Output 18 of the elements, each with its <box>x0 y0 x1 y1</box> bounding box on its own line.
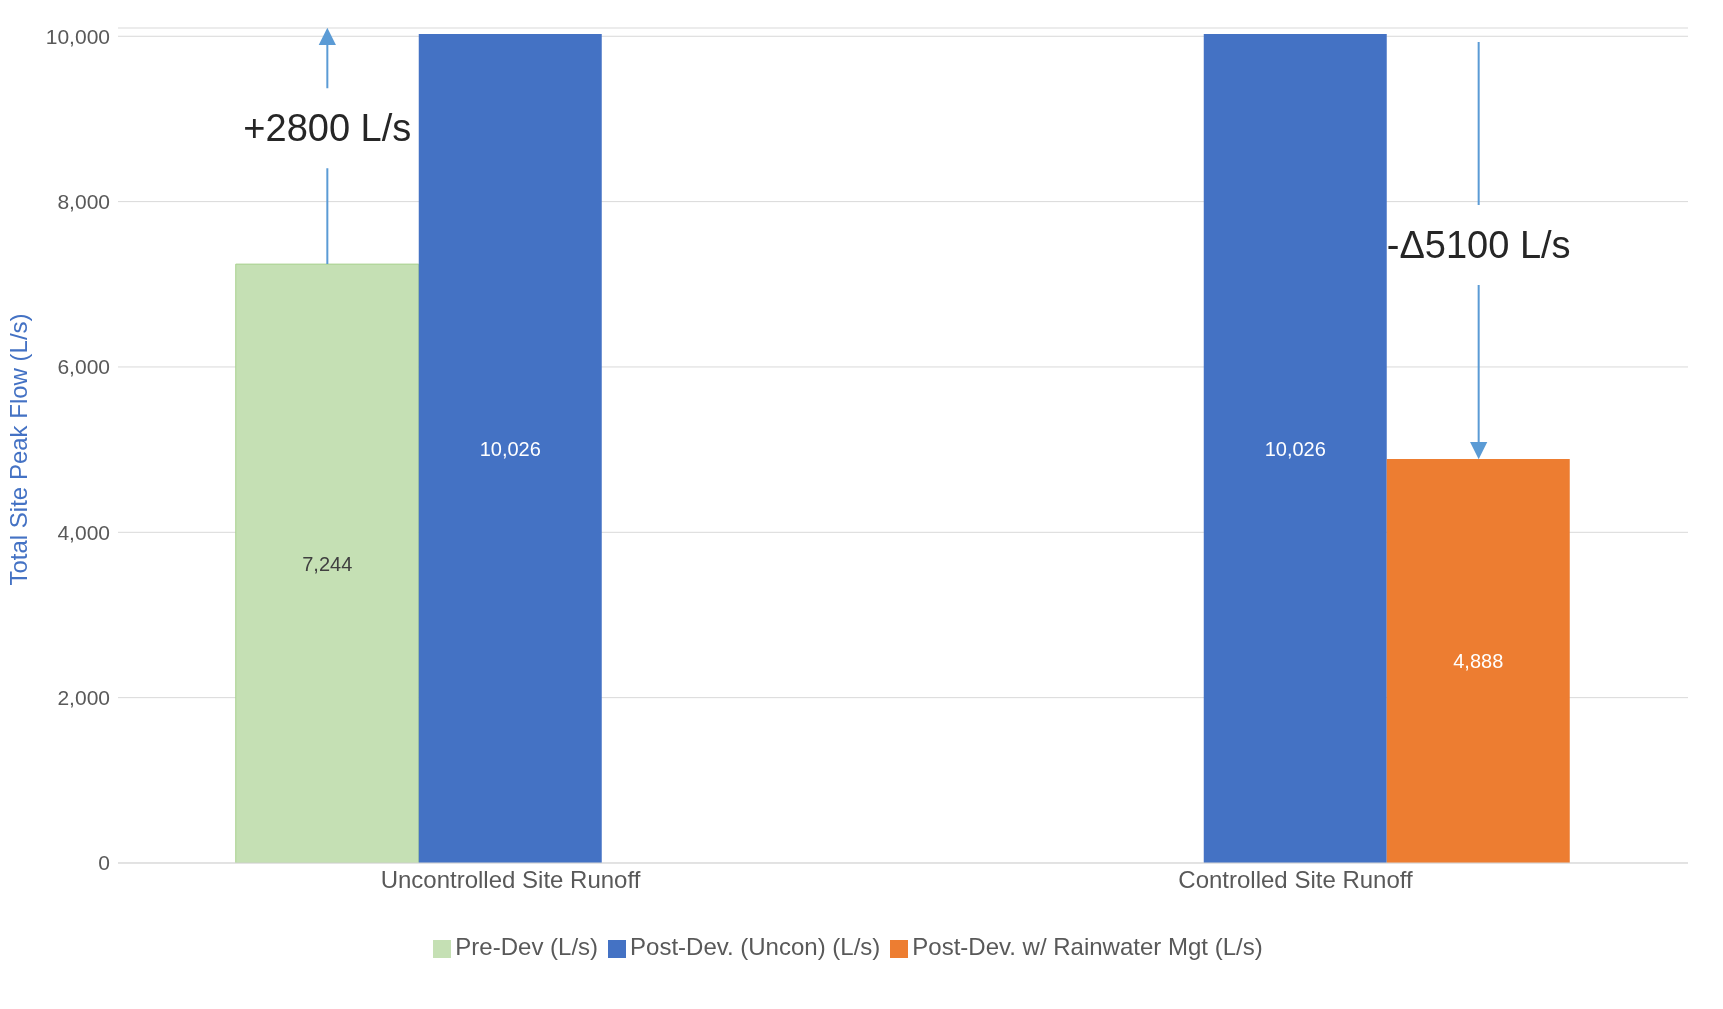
data-label: 10,026 <box>479 437 541 460</box>
y-tick-label: 10,000 <box>45 24 110 48</box>
y-tick-label: 0 <box>98 851 110 875</box>
y-tick-label: 6,000 <box>57 355 110 379</box>
legend-label: Post-Dev. (Uncon) (L/s) <box>630 933 881 960</box>
y-axis-title: Total Site Peak Flow (L/s) <box>4 313 32 586</box>
y-tick-label: 4,000 <box>57 520 110 544</box>
x-tick-label: Controlled Site Runoff <box>1178 866 1414 894</box>
data-label: 4,888 <box>1453 650 1504 673</box>
annotation: -Δ5100 L/s <box>1386 224 1571 267</box>
data-label: 10,026 <box>1264 437 1326 460</box>
annotation: +2800 L/s <box>243 107 412 150</box>
y-tick-label: 2,000 <box>57 686 110 710</box>
legend-label: Post-Dev. w/ Rainwater Mgt (L/s) <box>912 933 1263 960</box>
y-tick-label: 8,000 <box>57 190 110 214</box>
legend-label: Pre-Dev (L/s) <box>455 933 599 960</box>
x-tick-label: Uncontrolled Site Runoff <box>380 866 641 894</box>
data-label: 7,244 <box>302 552 353 575</box>
